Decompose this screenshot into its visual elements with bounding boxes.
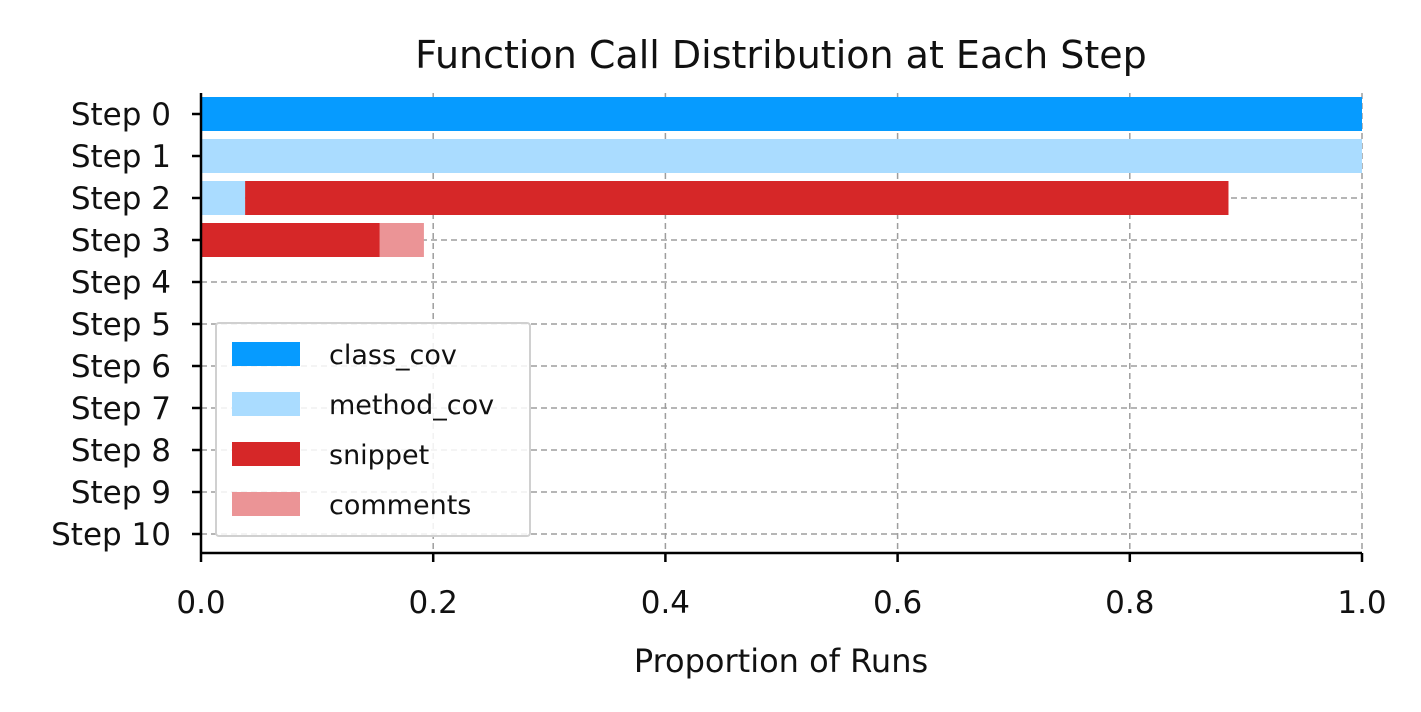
y-tick-label: Step 0 (71, 97, 171, 133)
legend-label-class_cov: class_cov (329, 340, 457, 371)
bar-comments-step-3 (379, 223, 424, 257)
y-tick-label: Step 8 (71, 433, 171, 469)
y-tick-label: Step 10 (51, 517, 171, 553)
legend-label-comments: comments (329, 490, 471, 521)
x-tick-label: 0.2 (409, 585, 458, 621)
y-tick-label: Step 9 (71, 475, 171, 511)
legend-swatch-comments (232, 492, 300, 516)
y-tick-label: Step 3 (71, 223, 171, 259)
x-tick-label: 0.8 (1105, 585, 1154, 621)
y-tick-label: Step 1 (71, 139, 171, 175)
chart-title: Function Call Distribution at Each Step (415, 33, 1147, 77)
y-ticks: Step 0 Step 1 Step 2 Step 3 Step 4 Step 5 Step… (51, 97, 201, 553)
legend-swatch-class_cov (232, 342, 300, 366)
x-ticks: 0.0 0.2 0.4 0.6 0.8 1.0 (176, 553, 1387, 621)
legend-box (215, 322, 531, 537)
y-tick-label: Step 7 (71, 391, 171, 427)
legend-swatch-method_cov (232, 392, 300, 416)
y-tick-label: Step 2 (71, 181, 171, 217)
bars (201, 97, 1362, 257)
legend-label-method_cov: method_cov (329, 390, 494, 421)
x-axis-label: Proportion of Runs (634, 642, 928, 680)
x-tick-label: 0.0 (176, 585, 225, 621)
x-tick-label: 1.0 (1337, 585, 1386, 621)
bar-snippet-step-3 (201, 223, 380, 257)
y-tick-label: Step 6 (71, 349, 171, 385)
x-tick-label: 0.4 (641, 585, 690, 621)
y-tick-label: Step 4 (71, 265, 171, 301)
bar-method_cov-step-2 (201, 181, 246, 215)
bar-method_cov-step-1 (201, 139, 1362, 173)
y-tick-label: Step 5 (71, 307, 171, 343)
bar-class_cov-step-0 (201, 97, 1362, 131)
legend-label-snippet: snippet (329, 440, 429, 471)
bar-snippet-step-2 (245, 181, 1229, 215)
legend-swatch-snippet (232, 442, 300, 466)
x-tick-label: 0.6 (873, 585, 922, 621)
